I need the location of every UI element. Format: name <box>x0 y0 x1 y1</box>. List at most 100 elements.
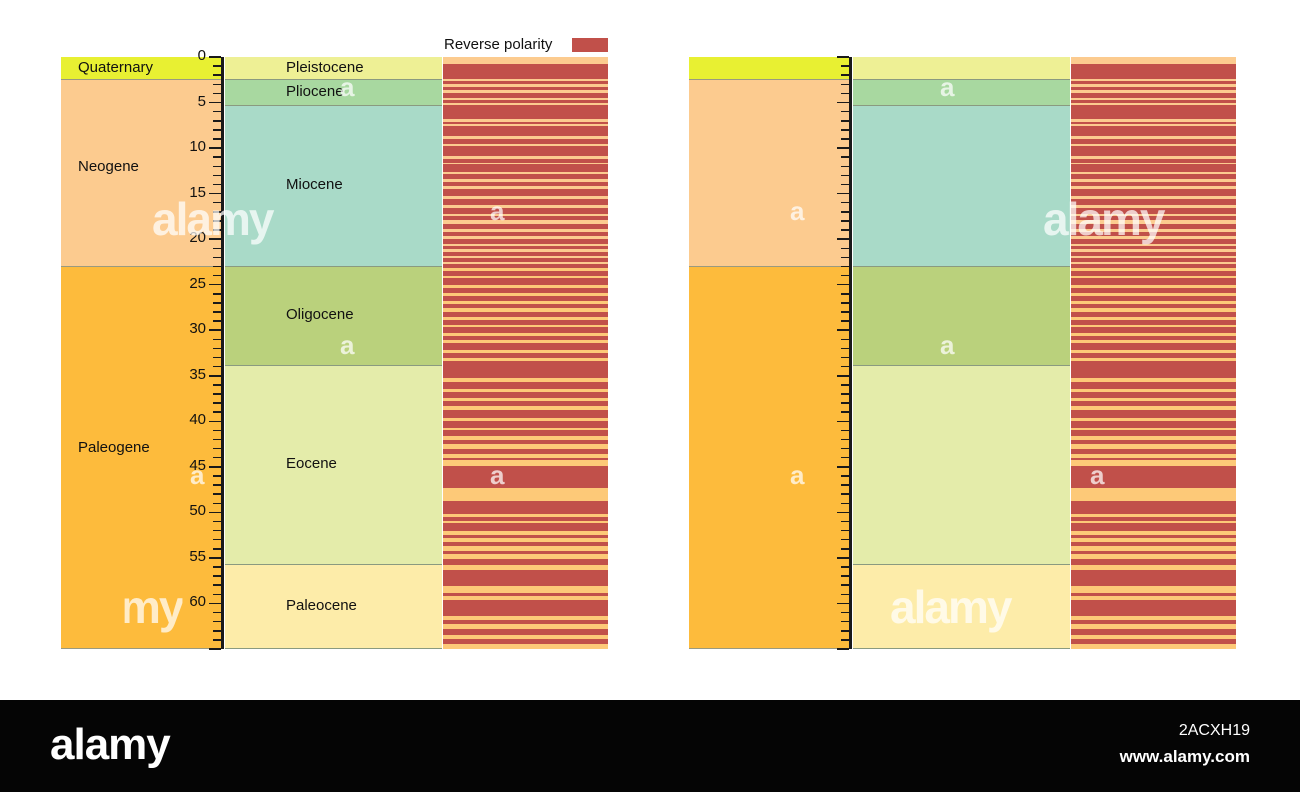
axis-tick <box>209 101 221 104</box>
axis-tick <box>209 466 221 468</box>
reverse-polarity-band <box>1071 99 1236 104</box>
reverse-polarity-band <box>443 87 608 90</box>
reverse-polarity-band <box>1071 138 1236 144</box>
reverse-polarity-band <box>443 159 608 163</box>
reverse-polarity-band <box>443 401 608 406</box>
axis-tick <box>213 174 221 177</box>
watermark-letter: a <box>340 72 355 102</box>
reverse-polarity-band <box>1071 448 1236 455</box>
axis-tick <box>841 110 849 113</box>
reverse-polarity-band <box>1071 382 1236 390</box>
period-quaternary <box>689 57 851 81</box>
axis-tick <box>213 65 221 67</box>
reverse-polarity-band <box>1071 558 1236 566</box>
axis-tick <box>841 493 849 495</box>
reverse-polarity-band <box>443 146 608 157</box>
reverse-polarity-band <box>443 126 608 137</box>
axis-tick <box>837 648 849 650</box>
axis-tick <box>213 165 221 168</box>
reverse-polarity-band <box>1071 312 1236 318</box>
axis-tick <box>213 274 221 277</box>
reverse-polarity-band <box>1071 550 1236 555</box>
axis-tick <box>837 329 849 331</box>
reverse-polarity-band <box>1071 146 1236 157</box>
axis-tick <box>841 138 849 140</box>
reverse-polarity-band <box>443 320 608 325</box>
axis-tick <box>213 520 221 523</box>
axis-tick <box>841 302 849 304</box>
axis-tick <box>213 320 221 322</box>
axis-tick <box>841 584 849 586</box>
axis-tick <box>841 165 849 168</box>
reverse-polarity-band <box>443 231 608 237</box>
reverse-polarity-band <box>1071 223 1236 230</box>
axis-tick <box>213 229 221 231</box>
reverse-polarity-band <box>1071 80 1236 85</box>
reverse-polarity-band <box>1071 121 1236 125</box>
reverse-polarity-band <box>1071 251 1236 256</box>
axis-tick <box>213 630 221 632</box>
axis-tick <box>837 56 849 58</box>
period-quaternary: Quaternary <box>61 57 223 81</box>
age-axis <box>221 57 224 649</box>
axis-tick <box>213 347 221 350</box>
reverse-polarity-band <box>1071 421 1236 428</box>
reverse-polarity-band <box>443 246 608 250</box>
reverse-polarity-band <box>1071 93 1236 98</box>
reverse-polarity-band <box>443 80 608 85</box>
axis-tick <box>841 393 849 395</box>
reverse-polarity-band <box>443 638 608 644</box>
period-neogene: Neogene <box>61 80 223 267</box>
watermark-letter: a <box>940 72 955 102</box>
axis-tick <box>213 110 221 113</box>
reverse-polarity-band <box>1071 501 1236 515</box>
axis-tick <box>841 447 849 450</box>
reverse-polarity-band <box>443 342 608 351</box>
axis-tick <box>841 365 849 368</box>
axis-tick <box>213 484 221 486</box>
epoch-miocene: Miocene <box>225 105 442 267</box>
reverse-polarity-band <box>1071 231 1236 237</box>
reverse-polarity-band <box>443 382 608 390</box>
reverse-polarity-band <box>1071 239 1236 244</box>
epoch-pliocene <box>853 80 1070 106</box>
axis-tick <box>213 475 221 477</box>
axis-tick <box>841 575 849 577</box>
reverse-polarity-band <box>443 216 608 221</box>
watermark-letter: a <box>340 330 355 360</box>
axis-tick <box>209 56 221 58</box>
axis-tick <box>841 65 849 67</box>
axis-tick <box>837 420 849 423</box>
axis-tick <box>841 411 849 413</box>
reverse-polarity-band <box>1071 181 1236 187</box>
period-neogene <box>689 80 851 267</box>
axis-tick <box>841 456 849 459</box>
axis-tick <box>841 438 849 441</box>
axis-tick <box>841 274 849 277</box>
axis-tick <box>841 593 849 596</box>
axis-tick <box>841 220 849 222</box>
reverse-polarity-band <box>443 410 608 418</box>
axis-tick <box>841 229 849 231</box>
reverse-polarity-band <box>443 199 608 205</box>
stock-footer-banner: alamy 2ACXH19 www.alamy.com <box>0 700 1300 792</box>
axis-tick <box>213 429 221 432</box>
axis-tick <box>841 429 849 432</box>
axis-tick <box>213 338 221 341</box>
axis-tick <box>213 447 221 450</box>
reverse-polarity-band <box>443 501 608 515</box>
watermark: alamy <box>1043 193 1165 245</box>
labelled-timescale-panel: Quaternary Neogene Paleogene Pleistocene Pl… <box>61 36 608 650</box>
reverse-polarity-band <box>1071 271 1236 276</box>
axis-tick <box>213 611 221 614</box>
axis-tick-label: 30 <box>189 320 206 338</box>
epoch-label: Eocene <box>286 455 337 473</box>
axis-tick <box>209 238 221 240</box>
reverse-polarity-band <box>443 239 608 244</box>
axis-tick <box>213 438 221 441</box>
axis-tick <box>209 329 221 331</box>
axis-tick <box>213 639 221 641</box>
reverse-polarity-band <box>1071 465 1236 488</box>
reverse-polarity-band <box>1071 523 1236 531</box>
axis-tick <box>841 566 849 568</box>
